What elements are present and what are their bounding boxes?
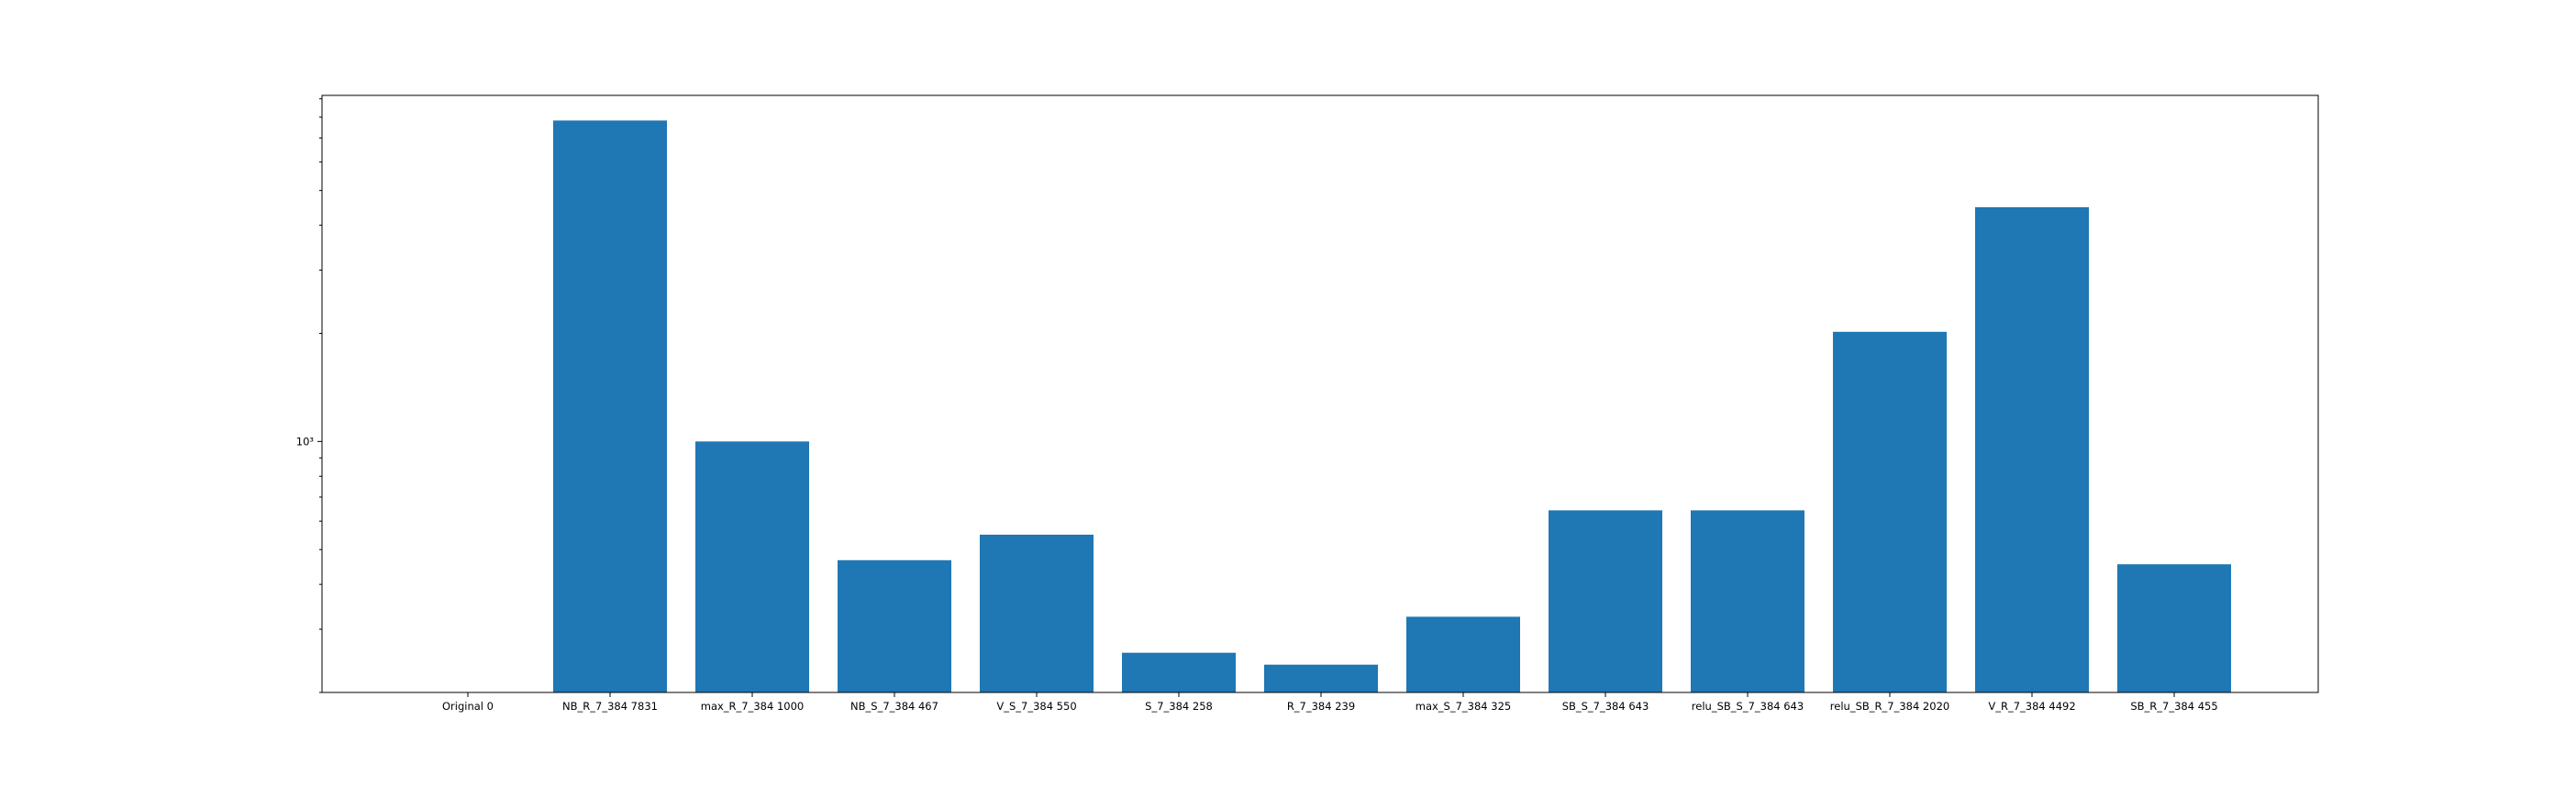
x-tick-label-8: SB_S_7_384 643 [1562, 700, 1649, 713]
bar-7 [1406, 616, 1520, 692]
bar-12 [2117, 564, 2231, 692]
x-tick-label-2: max_R_7_384 1000 [701, 700, 804, 713]
bar-2 [695, 441, 809, 692]
x-tick-label-6: R_7_384 239 [1287, 700, 1355, 713]
x-tick-label-0: Original 0 [442, 700, 494, 713]
y-axis-ticks: 10³ [296, 98, 322, 693]
bar-10 [1833, 331, 1947, 692]
bar-3 [838, 559, 951, 692]
bar-6 [1264, 664, 1378, 692]
x-tick-label-7: max_S_7_384 325 [1416, 700, 1511, 713]
y-tick-label-0: 10³ [296, 435, 315, 448]
x-tick-label-10: relu_SB_R_7_384 2020 [1830, 700, 1949, 713]
x-tick-label-5: S_7_384 258 [1145, 700, 1213, 713]
bar-9 [1691, 510, 1804, 692]
x-tick-label-12: SB_R_7_384 455 [2130, 700, 2217, 713]
x-tick-label-9: relu_SB_S_7_384 643 [1692, 700, 1804, 713]
bar-11 [1975, 206, 2089, 693]
x-tick-label-3: NB_S_7_384 467 [850, 700, 938, 713]
bar-5 [1122, 652, 1236, 692]
x-tick-label-4: V_S_7_384 550 [996, 700, 1076, 713]
bar-1 [553, 120, 667, 692]
bar-4 [980, 534, 1094, 692]
x-axis-ticks: Original 0 NB_R_7_384 7831 max_R_7_384 100… [442, 692, 2218, 713]
x-tick-label-11: V_R_7_384 4492 [1988, 700, 2075, 713]
bars-group [553, 120, 2231, 693]
axes-frame [321, 94, 2319, 693]
bar-8 [1549, 510, 1662, 692]
x-tick-label-1: NB_R_7_384 7831 [562, 700, 658, 713]
